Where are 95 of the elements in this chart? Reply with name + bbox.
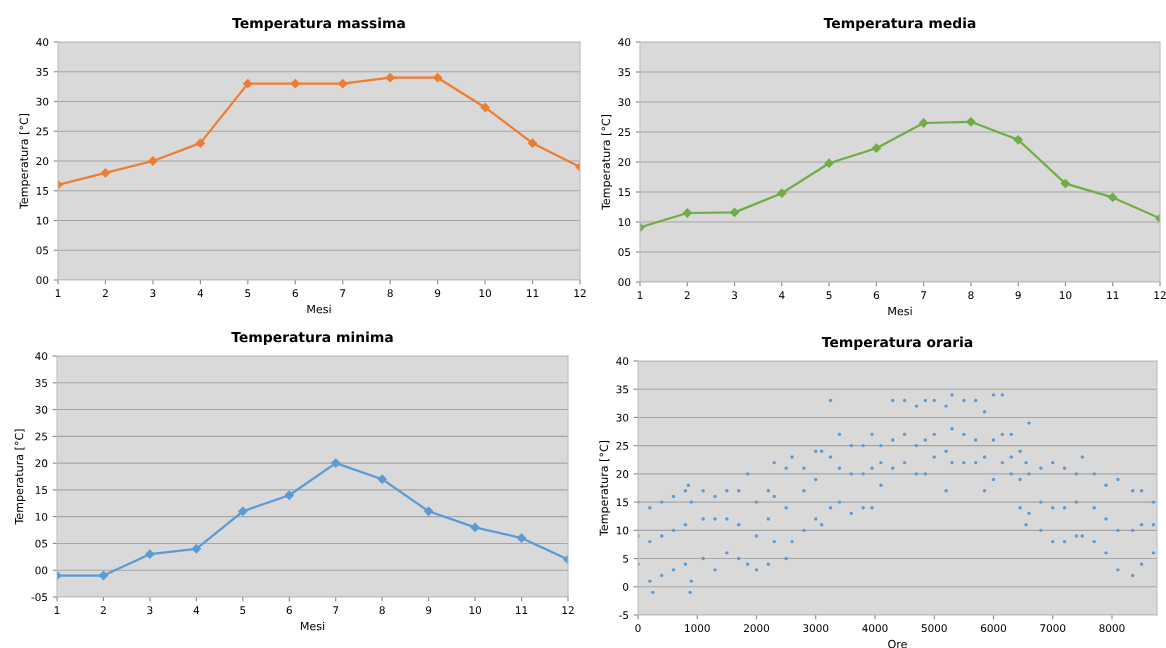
y-axis-title: Temperatura [°C]: [599, 440, 611, 537]
x-tick-label: 10: [1059, 291, 1072, 300]
x-tick-label: 11: [527, 289, 539, 297]
x-tick-label: 3: [147, 606, 153, 615]
x-tick-label: 4000: [862, 624, 888, 633]
y-tick-label: 30: [36, 97, 49, 106]
y-tick-label: 10: [618, 218, 631, 227]
y-tick-label: 40: [35, 352, 48, 361]
x-axis-title: Mesi: [300, 621, 325, 631]
x-tick-label: 0: [635, 624, 641, 633]
y-tick-label: 20: [616, 470, 629, 478]
y-tick-label: 30: [616, 413, 629, 422]
y-tick-label: 35: [616, 385, 629, 394]
y-tick-label: 5: [623, 554, 629, 563]
x-tick-label: 5: [245, 289, 251, 298]
y-tick-label: 15: [618, 188, 631, 197]
x-axis-title: Ore: [888, 639, 907, 648]
y-axis-title: Temperatura [°C]: [601, 114, 613, 211]
y-tick-label: 15: [36, 187, 49, 195]
x-tick-label: 6000: [980, 624, 1007, 633]
chart-title: Temperatura media: [823, 17, 976, 31]
x-tick-label: 10: [479, 289, 492, 298]
x-tick-label: 8: [379, 606, 385, 615]
y-axis-title: Temperatura [°C]: [19, 113, 31, 210]
x-tick-label: 7: [333, 606, 339, 614]
x-tick-label: 4: [779, 291, 785, 299]
chart-title: Temperatura minima: [231, 331, 393, 345]
y-tick-label: 30: [35, 405, 48, 414]
x-tick-label: 12: [562, 606, 574, 614]
chart-title: Temperatura oraria: [821, 336, 973, 350]
y-tick-label: 10: [35, 512, 48, 521]
x-tick-label: 9: [425, 606, 432, 615]
x-tick-label: 1: [54, 606, 60, 614]
y-axis-title: Temperatura [°C]: [14, 429, 26, 525]
y-tick-label: 15: [616, 498, 629, 507]
y-tick-label: 25: [616, 441, 629, 450]
x-tick-label: 7000: [1040, 624, 1066, 633]
x-tick-label: 8: [968, 291, 974, 300]
x-axis-title: Mesi: [307, 304, 331, 314]
y-tick-label: 40: [36, 38, 49, 47]
y-tick-label: 25: [36, 127, 49, 136]
y-tick-label: 10: [36, 216, 49, 225]
x-tick-label: 5000: [921, 624, 947, 633]
x-tick-label: 7: [340, 289, 346, 297]
x-tick-label: 2: [102, 289, 108, 297]
x-tick-label: 3: [150, 289, 156, 298]
x-tick-label: 9: [1015, 291, 1021, 300]
y-tick-label: 35: [618, 68, 631, 77]
x-tick-label: 3: [732, 291, 738, 300]
chart-title: Temperatura massima: [232, 17, 405, 31]
y-tick-label: 05: [618, 248, 631, 257]
x-tick-label: 1: [55, 289, 61, 297]
x-tick-label: 2: [684, 291, 690, 299]
y-tick-label: 15: [35, 486, 48, 494]
x-tick-label: 2000: [744, 624, 770, 633]
y-tick-label: 30: [618, 98, 631, 107]
y-tick-label: 10: [616, 526, 629, 535]
x-tick-label: 5: [826, 291, 832, 300]
y-tick-label: 40: [618, 38, 631, 47]
x-axis-title: Mesi: [888, 306, 912, 316]
x-tick-label: 12: [574, 289, 586, 297]
y-tick-label: 05: [36, 246, 49, 255]
x-tick-label: 7: [921, 291, 927, 299]
x-tick-label: 6: [286, 606, 292, 615]
y-tick-label: 35: [36, 67, 49, 76]
x-tick-label: 8: [387, 289, 393, 298]
x-tick-label: 6: [873, 291, 880, 300]
y-tick-label: 25: [618, 128, 631, 137]
x-tick-label: 8000: [1099, 624, 1125, 633]
y-tick-label: 20: [35, 459, 48, 468]
x-tick-label: 4: [197, 289, 204, 297]
x-tick-label: 1: [637, 291, 643, 299]
y-tick-label: 00: [36, 276, 49, 285]
y-tick-label: 00: [35, 566, 48, 575]
x-tick-label: 5: [240, 606, 246, 615]
y-tick-label: -5: [619, 611, 629, 620]
x-tick-label: 11: [1107, 291, 1119, 299]
y-tick-label: 00: [618, 278, 631, 287]
y-tick-label: 0: [623, 583, 629, 591]
y-tick-label: 40: [616, 357, 629, 366]
y-tick-label: 20: [36, 157, 49, 166]
x-tick-label: 2: [100, 606, 106, 614]
x-tick-label: 4: [193, 606, 200, 614]
x-tick-label: 12: [1154, 291, 1166, 299]
x-tick-label: 3000: [803, 624, 829, 633]
x-tick-label: 10: [469, 606, 482, 615]
y-tick-label: 25: [35, 432, 48, 441]
x-tick-label: 11: [516, 606, 528, 614]
x-tick-label: 9: [434, 289, 441, 298]
y-tick-label: 35: [35, 379, 48, 387]
y-tick-label: 20: [618, 158, 631, 167]
y-tick-label: -05: [31, 593, 48, 602]
x-tick-label: 1000: [685, 624, 710, 633]
y-tick-label: 05: [35, 539, 48, 548]
x-tick-label: 6: [292, 289, 298, 298]
